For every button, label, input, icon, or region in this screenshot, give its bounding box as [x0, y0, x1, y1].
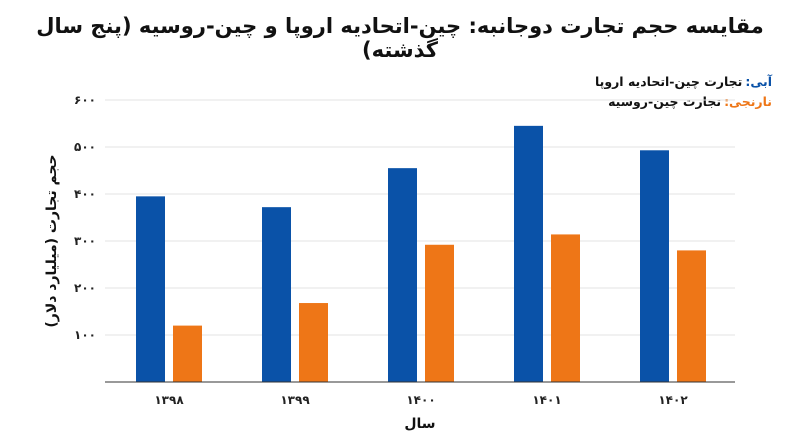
x-tick-label: ۱۳۹۸: [154, 393, 184, 407]
x-tick-label: ۱۳۹۹: [280, 393, 310, 407]
bar-russia-1: [299, 303, 328, 382]
bar-eu-4: [640, 150, 669, 382]
bar-eu-0: [136, 196, 165, 382]
legend: آبی:تجارت چین-اتحادیه اروپا نارنجی:تجارت…: [595, 72, 772, 112]
chart-title: مقایسه حجم تجارت دوجانبه: چین-اتحادیه ار…: [36, 14, 764, 62]
y-tick-label: ۴۰۰: [74, 187, 96, 201]
x-tick-label: ۱۴۰۱: [532, 393, 561, 407]
legend-color-word-orange: نارنجی:: [724, 94, 772, 109]
bar-eu-3: [514, 125, 543, 382]
legend-label-russia: تجارت چین-روسیه: [608, 94, 722, 109]
y-tick-label: ۶۰۰: [74, 93, 96, 107]
x-axis-title: سال: [404, 416, 435, 432]
bar-russia-2: [425, 244, 454, 382]
x-tick-label: ۱۴۰۲: [658, 393, 688, 407]
bar-russia-3: [551, 234, 580, 382]
bars: [136, 125, 706, 382]
legend-color-word-blue: آبی:: [745, 74, 772, 89]
bar-eu-2: [388, 168, 417, 382]
bar-russia-4: [677, 250, 706, 382]
y-tick-label: ۳۰۰: [74, 234, 96, 248]
y-tick-label: ۵۰۰: [74, 140, 96, 154]
y-tick-label: ۱۰۰: [74, 328, 96, 342]
x-tick-label: ۱۴۰۰: [406, 393, 435, 407]
y-axis-title: حجم تجارت (میلیارد دلار): [44, 154, 60, 327]
gridlines: [105, 99, 735, 336]
legend-label-eu: تجارت چین-اتحادیه اروپا: [594, 74, 743, 89]
legend-entry-eu: آبی:تجارت چین-اتحادیه اروپا: [595, 72, 772, 92]
y-tick-label: ۲۰۰: [74, 281, 96, 295]
y-tick-labels: ۱۰۰ ۲۰۰ ۳۰۰ ۴۰۰ ۵۰۰ ۶۰۰: [74, 93, 96, 342]
bar-eu-1: [262, 207, 291, 382]
legend-entry-russia: نارنجی:تجارت چین-روسیه: [595, 92, 772, 112]
bar-russia-0: [173, 325, 202, 382]
x-tick-labels: ۱۳۹۸ ۱۳۹۹ ۱۴۰۰ ۱۴۰۱ ۱۴۰۲: [154, 393, 688, 407]
